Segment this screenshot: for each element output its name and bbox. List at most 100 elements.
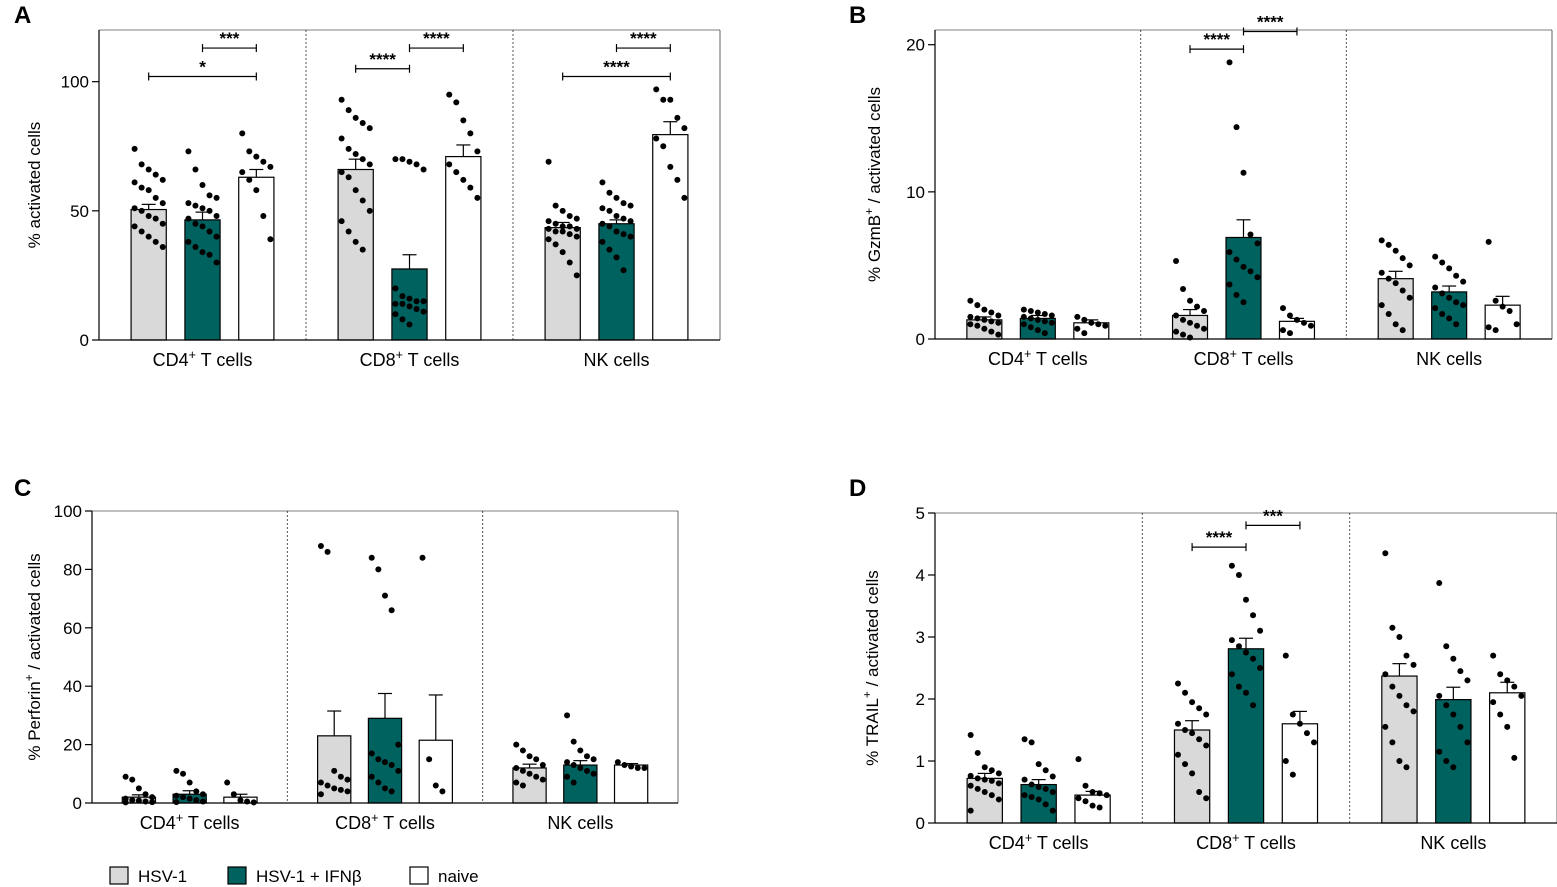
data-point xyxy=(1518,692,1525,699)
bar-naive-nk-cells xyxy=(613,764,649,804)
data-point xyxy=(1410,708,1417,715)
data-point xyxy=(1311,739,1318,746)
data-point xyxy=(981,316,988,323)
data-point xyxy=(1235,643,1242,650)
data-point xyxy=(1021,776,1028,783)
data-point xyxy=(577,747,584,754)
data-point xyxy=(1389,683,1396,690)
data-point xyxy=(981,789,988,795)
data-point xyxy=(375,566,382,573)
data-point xyxy=(1081,316,1088,323)
data-point xyxy=(1453,321,1460,328)
data-point xyxy=(185,238,192,245)
data-point xyxy=(413,298,420,305)
y-tick-label: 60 xyxy=(63,619,82,638)
x-category-label: CD8+​ T cells xyxy=(360,348,460,370)
data-point xyxy=(152,194,159,201)
data-point xyxy=(583,753,590,760)
data-point xyxy=(1385,275,1392,282)
data-point xyxy=(1303,730,1310,737)
data-point xyxy=(1490,652,1497,659)
data-point xyxy=(981,764,988,771)
data-point xyxy=(974,322,981,329)
data-point xyxy=(1074,313,1081,320)
data-point xyxy=(1034,309,1041,316)
data-point xyxy=(988,318,995,325)
data-point xyxy=(1048,312,1055,319)
data-point xyxy=(545,236,552,243)
data-point xyxy=(413,161,420,168)
data-point xyxy=(145,166,152,173)
data-point xyxy=(213,259,220,266)
data-point xyxy=(1041,318,1048,325)
data-point xyxy=(1187,319,1194,326)
data-point xyxy=(513,779,520,786)
data-point xyxy=(426,756,433,763)
data-point xyxy=(566,231,573,238)
data-point xyxy=(1436,692,1443,699)
data-point xyxy=(681,125,688,132)
data-point xyxy=(1233,291,1240,298)
data-point xyxy=(1410,661,1417,668)
data-point xyxy=(1378,269,1385,276)
data-point xyxy=(1028,739,1035,746)
data-point xyxy=(1432,253,1439,260)
data-point xyxy=(1389,739,1396,746)
data-point xyxy=(1497,711,1504,718)
data-point xyxy=(1021,792,1028,799)
data-point xyxy=(352,238,359,245)
data-point xyxy=(1250,655,1257,662)
data-point xyxy=(159,200,166,207)
data-point xyxy=(1042,785,1049,792)
data-point xyxy=(149,799,156,806)
data-point xyxy=(1296,720,1303,727)
data-point xyxy=(199,205,206,212)
data-point xyxy=(260,158,267,165)
data-point xyxy=(606,246,613,253)
data-point xyxy=(653,135,660,142)
data-point xyxy=(606,189,613,196)
data-point xyxy=(974,785,981,792)
data-point xyxy=(185,148,192,155)
data-point xyxy=(399,300,406,307)
data-point xyxy=(590,756,597,763)
data-point xyxy=(1439,290,1446,297)
significance-label: * xyxy=(199,58,206,77)
data-point xyxy=(432,782,439,789)
data-point xyxy=(1088,319,1095,326)
data-point xyxy=(988,767,995,774)
data-point xyxy=(149,794,156,801)
data-point xyxy=(1203,742,1210,749)
bar-naive-nk-cells xyxy=(1489,692,1526,824)
data-point xyxy=(513,741,520,748)
data-point xyxy=(1180,316,1187,323)
data-point xyxy=(193,797,200,804)
data-point xyxy=(239,169,246,176)
data-point xyxy=(1182,761,1189,768)
data-point xyxy=(352,114,359,121)
data-point xyxy=(1490,699,1497,706)
data-point xyxy=(267,163,274,170)
data-point xyxy=(621,762,628,769)
data-point xyxy=(392,156,399,163)
data-point xyxy=(1180,331,1187,338)
data-point xyxy=(519,782,526,789)
data-point xyxy=(145,187,152,194)
data-point xyxy=(1432,284,1439,291)
y-tick-label: 0 xyxy=(80,331,89,350)
data-point xyxy=(545,158,552,165)
data-point xyxy=(995,319,1002,326)
data-point xyxy=(566,259,573,266)
significance-label: *** xyxy=(1263,506,1283,525)
panel-c: C 0 20 40 60 80 100 CD4+​ T cells CD8+​ T cells N… xyxy=(14,475,679,833)
data-point xyxy=(1174,680,1181,687)
data-point xyxy=(599,238,606,245)
y-tick-label: 100 xyxy=(54,502,82,521)
data-point xyxy=(1439,310,1446,317)
data-point xyxy=(338,96,345,103)
data-point xyxy=(681,194,688,201)
data-point xyxy=(1049,773,1056,780)
data-point xyxy=(573,272,580,279)
data-point xyxy=(253,187,260,194)
data-point xyxy=(1182,727,1189,733)
